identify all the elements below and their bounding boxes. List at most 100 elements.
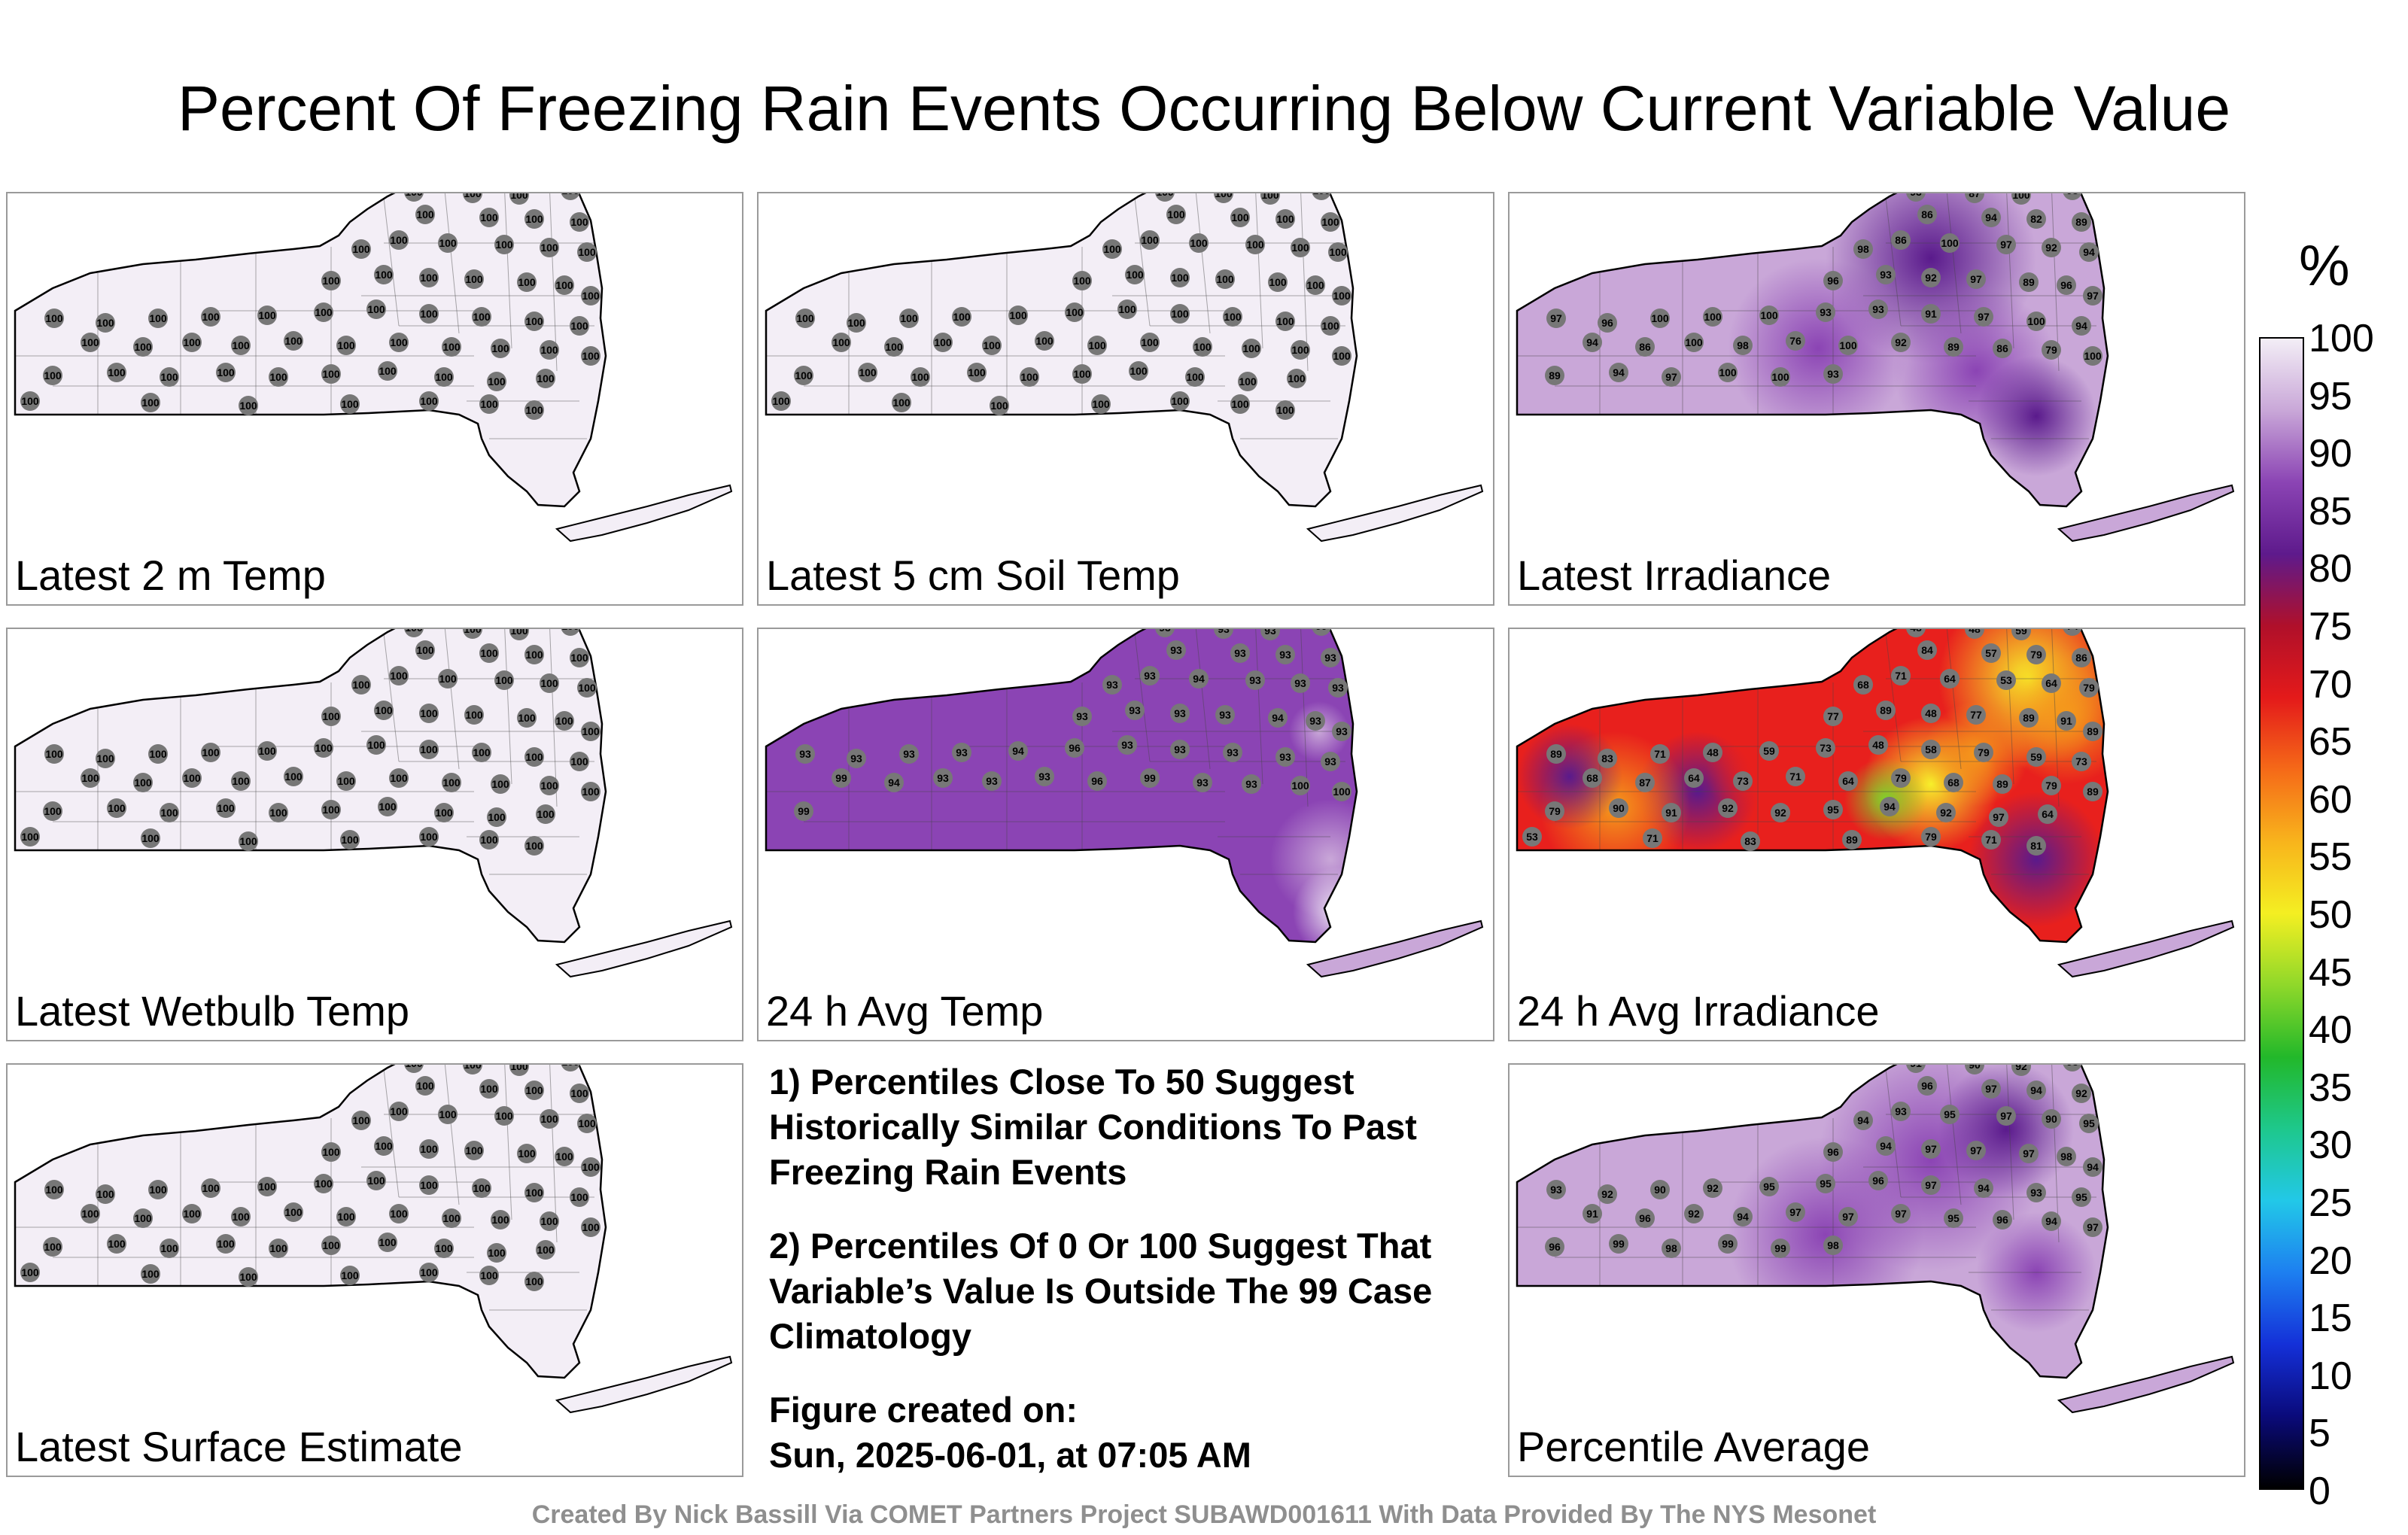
station-dot (1974, 1178, 1993, 1198)
station-marker: 98 (2063, 193, 2082, 200)
station-dot (2072, 212, 2091, 232)
station-value: 100 (239, 400, 257, 412)
station-value: 91 (2060, 715, 2072, 727)
station-value: 100 (934, 336, 952, 348)
station-marker: 100 (491, 1210, 510, 1230)
station-dot (2042, 340, 2061, 360)
station-value: 100 (495, 239, 513, 251)
station-value: 93 (1159, 629, 1171, 634)
station-marker: 94 (1189, 669, 1209, 688)
station-dot (1966, 705, 1986, 725)
station-marker: 93 (2063, 1065, 2082, 1071)
county-border (2051, 193, 2060, 372)
station-value: 89 (1880, 704, 1892, 716)
station-dot (570, 316, 589, 336)
station-dot (419, 304, 439, 324)
station-dot (404, 1065, 424, 1073)
station-value: 100 (81, 336, 99, 348)
ny-state-map: 100 100 100 100 100 100 100 100 100 100 100 100 100 1… (14, 193, 733, 543)
station-marker: 97 (1921, 1139, 1941, 1159)
station-dot (2011, 193, 2031, 205)
station-dot (570, 752, 589, 771)
station-marker: 100 (44, 309, 64, 328)
station-marker: 100 (570, 1187, 589, 1207)
colorbar-tick-label: 85 (2309, 489, 2352, 533)
station-dot (1733, 1207, 1753, 1226)
station-marker: 100 (133, 1208, 153, 1228)
station-dot (389, 1102, 409, 1121)
station-dot (479, 1266, 499, 1285)
station-marker: 89 (1842, 830, 1862, 850)
station-marker: 96 (1598, 313, 1617, 333)
station-value: 100 (488, 375, 506, 388)
station-value: 64 (1842, 775, 1854, 787)
long-island (555, 919, 733, 978)
station-dot (44, 744, 64, 764)
long-island (555, 484, 733, 543)
panel-label: Latest Surface Estimate (15, 1423, 463, 1470)
station-dot (1981, 1079, 2001, 1099)
station-value: 48 (1872, 739, 1884, 751)
station-value: 100 (555, 1150, 573, 1163)
station-marker: 90 (1650, 1180, 1670, 1199)
station-value: 100 (968, 366, 986, 378)
shading-region (1728, 1137, 1923, 1333)
station-value: 100 (341, 398, 359, 410)
station-dot (1087, 771, 1107, 791)
station-dot (2083, 722, 2102, 741)
station-marker: 48 (1965, 629, 1984, 639)
station-marker: 100 (464, 1141, 484, 1160)
station-marker: 100 (832, 333, 851, 352)
state-outline (14, 193, 607, 508)
station-value: 76 (1789, 335, 1801, 347)
station-dot (1008, 305, 1028, 325)
station-marker: 97 (1921, 1175, 1941, 1195)
station-value: 94 (2087, 1161, 2099, 1173)
station-value: 100 (832, 336, 850, 348)
station-marker: 98 (1853, 239, 1873, 259)
station-dot (1609, 798, 1628, 818)
station-dot (442, 773, 461, 792)
station-marker: 86 (2072, 648, 2091, 667)
station-marker: 100 (581, 782, 600, 801)
station-value: 100 (537, 1244, 555, 1256)
station-dot (148, 309, 168, 328)
station-marker: 76 (1786, 331, 1805, 351)
station-value: 100 (217, 802, 235, 814)
station-marker: 100 (321, 707, 341, 726)
station-value: 100 (1118, 303, 1136, 315)
station-marker: 100 (491, 774, 510, 794)
station-dot (1868, 1171, 1888, 1190)
station-value: 93 (1129, 704, 1141, 716)
station-marker: 100 (581, 1157, 600, 1177)
station-dot (1140, 666, 1160, 685)
station-dot (2042, 1211, 2061, 1231)
station-dot (1771, 1239, 1790, 1258)
station-marker: 100 (96, 313, 115, 333)
station-marker: 93 (1140, 666, 1160, 685)
station-marker: 100 (581, 286, 600, 305)
station-marker: 71 (1981, 830, 2001, 850)
station-marker: 94 (1583, 333, 1602, 352)
station-marker: 100 (555, 275, 574, 295)
station-dot (1140, 230, 1160, 250)
station-marker: 100 (858, 363, 877, 382)
station-value: 100 (1216, 273, 1234, 285)
station-value: 100 (491, 1214, 509, 1226)
station-marker: 89 (1546, 744, 1566, 764)
station-marker: 100 (374, 1136, 394, 1156)
station-value: 93 (1249, 674, 1261, 686)
station-dot (570, 212, 589, 232)
station-marker: 92 (1718, 798, 1738, 818)
station-value: 100 (239, 1271, 257, 1283)
station-value: 93 (1038, 771, 1050, 783)
station-marker: 100 (216, 363, 236, 382)
station-dot (1546, 1180, 1566, 1199)
station-value: 93 (1294, 677, 1306, 689)
station-marker: 99 (1140, 768, 1160, 788)
station-value: 100 (480, 211, 498, 223)
station-value: 93 (1234, 647, 1246, 659)
station-value: 90 (1613, 802, 1625, 814)
station-dot (1545, 366, 1564, 385)
station-marker: 93 (899, 744, 919, 764)
